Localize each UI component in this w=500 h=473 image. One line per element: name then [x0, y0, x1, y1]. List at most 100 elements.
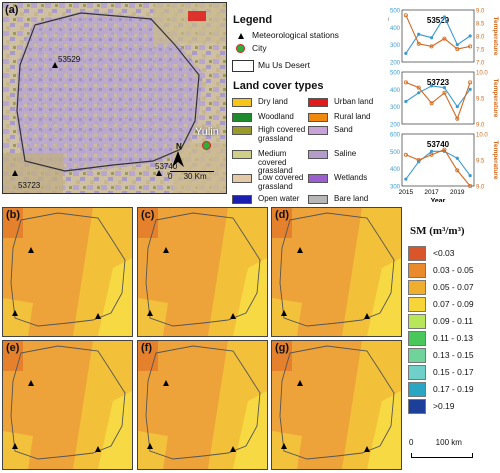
y-tick-right: 8.0 [476, 35, 485, 41]
station-marker [12, 310, 18, 316]
y-tick-left: 200 [390, 61, 401, 67]
station-label: 53740 [155, 162, 178, 171]
data-point [468, 87, 472, 91]
station-marker [156, 170, 162, 176]
sm-class-swatch [408, 365, 426, 380]
sm-class-label: <0.03 [433, 248, 455, 258]
sm-map-panel [137, 340, 268, 470]
land-cover-map-svg [3, 3, 226, 193]
series-line [405, 150, 471, 180]
sm-class-swatch [408, 382, 426, 397]
land-cover-swatch [232, 126, 252, 135]
chart-frame [401, 71, 475, 125]
station-label: 53723 [18, 181, 41, 190]
legend-title: Legend [233, 14, 273, 26]
land-cover-swatch [232, 195, 252, 204]
data-point [455, 105, 459, 109]
land-cover-label: Woodland [258, 112, 294, 121]
series-line [405, 14, 471, 50]
sm-scale-label: 0 100 km [409, 438, 462, 447]
data-point [455, 47, 460, 52]
y-tick-left: 300 [390, 43, 401, 49]
land-cover-label: High covered grassland [258, 125, 306, 143]
y-axis-label-right: Temperature [492, 17, 499, 56]
sm-panel-label: (e) [6, 342, 20, 354]
land-cover-label: Medium covered grassland [258, 149, 293, 175]
x-tick-label: 2017 [424, 189, 439, 196]
y-tick-right: 9.5 [476, 159, 485, 165]
sm-class-label: 0.11 - 0.13 [433, 333, 474, 343]
sm-panel-label: (f) [141, 342, 152, 354]
y-axis-label-right: Temperature [492, 79, 499, 118]
y-tick-left: 400 [390, 26, 401, 32]
sm-class-label: 0.03 - 0.05 [433, 265, 474, 275]
y-tick-left: 600 [390, 133, 401, 139]
sm-map-panel [271, 207, 402, 337]
land-cover-label: Bare land [334, 194, 369, 203]
sm-class-label: 0.15 - 0.17 [433, 367, 474, 377]
city-label: Yulin [195, 126, 219, 138]
station-marker [95, 446, 101, 452]
sm-legend-title: SM (m³/m³) [410, 225, 465, 237]
y-tick-right: 9.0 [476, 9, 485, 15]
station-label: 53529 [58, 55, 81, 64]
data-point [442, 147, 447, 152]
data-point [404, 177, 408, 181]
data-point [429, 149, 434, 153]
chart-frame [401, 9, 475, 63]
data-point [442, 86, 447, 90]
data-point [468, 44, 473, 49]
sm-panel-label: (d) [275, 209, 290, 221]
mu-us-desert-boundary [16, 12, 200, 172]
chart-station-label: 53529 [427, 16, 450, 25]
chart-frame [401, 133, 475, 187]
data-point [403, 152, 408, 157]
data-point [455, 156, 459, 160]
y-tick-right: 9.0 [476, 185, 485, 191]
chart-panel-label: (h) [388, 14, 389, 25]
y-axis-label-right: Temperature [492, 141, 499, 180]
land-cover-label: Urban land [334, 97, 374, 106]
x-tick-label: 2019 [450, 189, 465, 196]
station-marker [163, 380, 169, 386]
sm-class-swatch [408, 263, 426, 278]
data-point [404, 99, 408, 104]
land-cover-swatch [232, 174, 252, 183]
data-point [468, 183, 473, 188]
sm-map-panel [271, 340, 402, 470]
climate-charts: (h)535292003004005007.07.58.08.59.0Preci… [388, 9, 499, 203]
sm-map-svg [3, 208, 132, 336]
data-point [429, 44, 434, 49]
y-tick-left: 500 [390, 150, 401, 156]
land-cover-swatch [308, 195, 328, 204]
land-cover-swatch [308, 126, 328, 135]
y-tick-left: 500 [390, 9, 401, 15]
land-cover-label: Low covered grassland [258, 173, 304, 191]
sm-map-panel [137, 207, 268, 337]
data-point [403, 13, 408, 18]
y-tick-right: 7.0 [476, 61, 485, 67]
data-point [455, 116, 460, 121]
data-point [468, 34, 472, 38]
series-line [405, 148, 471, 187]
station-marker [147, 310, 153, 316]
land-cover-label: Wetlands [334, 173, 368, 182]
sm-class-label: 0.13 - 0.15 [433, 350, 474, 360]
data-point [416, 85, 421, 90]
city-marker [202, 141, 211, 150]
sm-panel-label: (c) [141, 209, 155, 221]
station-marker [28, 247, 34, 253]
y-tick-left: 300 [390, 185, 401, 191]
y-tick-left: 500 [390, 71, 401, 77]
station-marker [147, 443, 153, 449]
y-tick-right: 9.0 [476, 123, 485, 129]
data-point [442, 36, 447, 41]
legend-city-label: City [252, 43, 267, 53]
x-tick-label: 2015 [399, 189, 414, 196]
land-cover-label: Sand [334, 125, 353, 134]
sm-class-swatch [408, 297, 426, 312]
data-point [429, 101, 434, 106]
sm-class-swatch [408, 314, 426, 329]
sm-map-svg [272, 208, 401, 336]
north-label: N [176, 142, 182, 151]
